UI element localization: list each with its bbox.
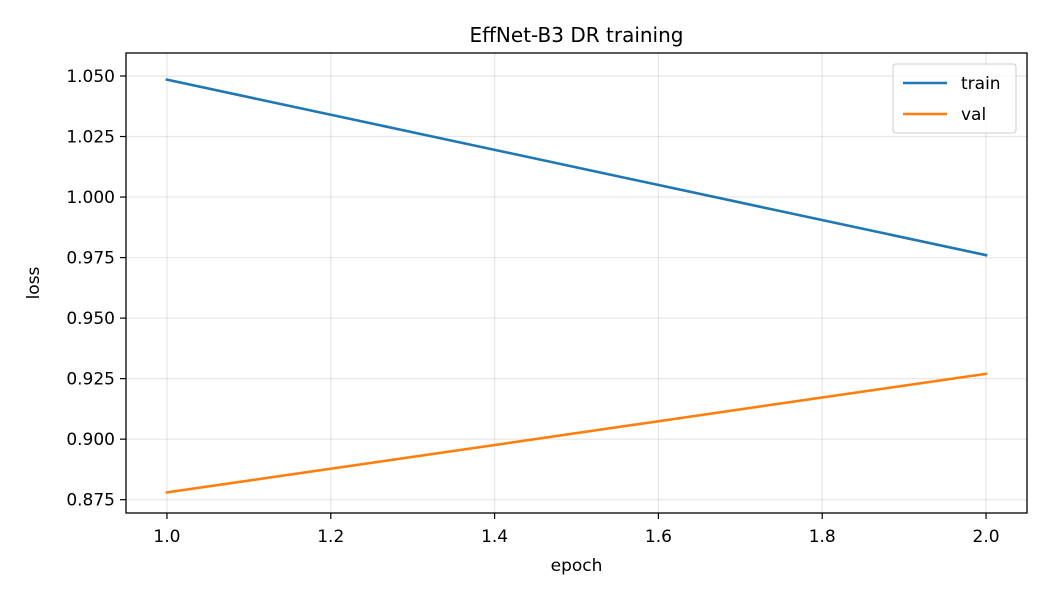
chart-title: EffNet-B3 DR training — [470, 23, 684, 47]
plot-frame — [125, 52, 1028, 514]
grid-lines — [126, 53, 1027, 513]
y-tick-label: 0.950 — [66, 309, 115, 329]
y-tick-label: 0.975 — [66, 249, 115, 269]
x-axis-label: epoch — [551, 556, 603, 576]
x-tick-label: 2.0 — [973, 527, 1000, 547]
y-tick-label: 1.050 — [66, 67, 115, 87]
series-line-train — [165, 78, 988, 257]
legend-label-train: train — [961, 74, 1001, 94]
x-tick-label: 1.0 — [153, 527, 180, 547]
y-axis-label: loss — [24, 266, 44, 299]
y-tick-label: 0.925 — [66, 370, 115, 390]
y-tick-label: 0.900 — [66, 430, 115, 450]
x-tick-label: 1.2 — [317, 527, 344, 547]
x-tick-label: 1.8 — [809, 527, 836, 547]
axis-ticks: 1.0 1.2 1.4 1.6 1.8 2.0 0.875 0.900 0.925 0.950 0.… — [66, 67, 999, 547]
series-line-val — [165, 372, 988, 494]
y-tick-label: 1.025 — [66, 128, 115, 148]
series-lines — [165, 78, 988, 494]
y-tick-label: 1.000 — [66, 188, 115, 208]
legend-label-val: val — [961, 105, 986, 125]
y-tick-label: 0.875 — [66, 491, 115, 511]
legend: train val — [892, 63, 1017, 134]
legend-box — [892, 63, 1017, 134]
x-tick-label: 1.4 — [481, 527, 508, 547]
x-tick-label: 1.6 — [645, 527, 672, 547]
